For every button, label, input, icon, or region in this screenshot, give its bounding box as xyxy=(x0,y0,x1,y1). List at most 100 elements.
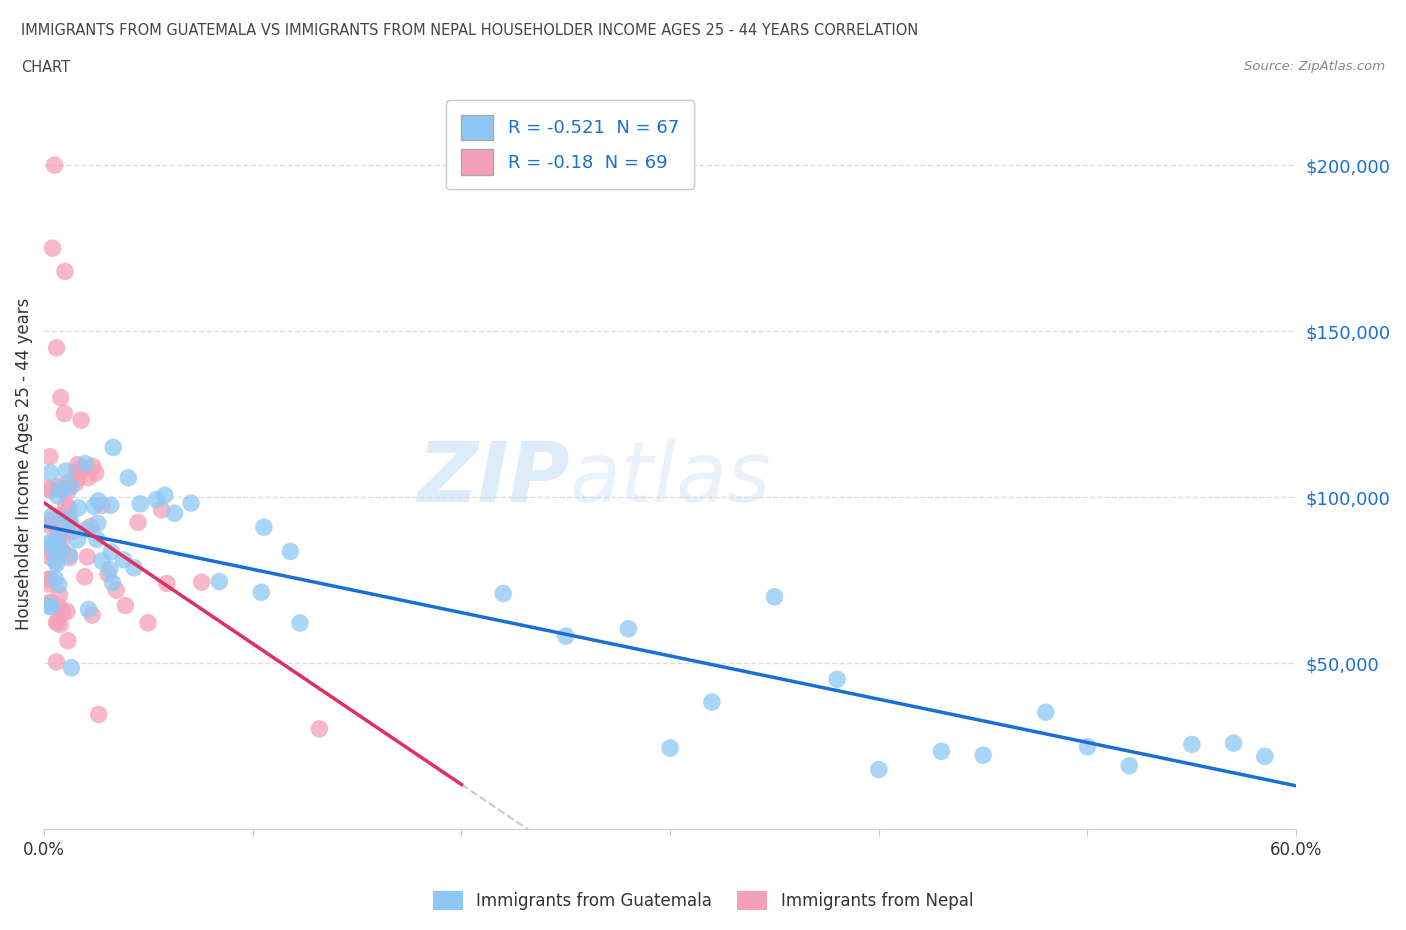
Point xyxy=(58,551,80,565)
Point xyxy=(49,545,72,560)
Point xyxy=(87,494,110,509)
Point xyxy=(67,471,90,485)
Point xyxy=(72,461,94,476)
Point xyxy=(39,483,62,498)
Point xyxy=(48,529,70,544)
Point xyxy=(288,616,311,631)
Point xyxy=(114,598,136,613)
Point xyxy=(37,518,59,533)
Point xyxy=(56,485,79,499)
Point xyxy=(65,475,87,490)
Point xyxy=(38,449,60,464)
Point xyxy=(48,600,70,615)
Point xyxy=(37,577,59,591)
Point xyxy=(52,520,75,535)
Point xyxy=(659,740,682,755)
Point xyxy=(39,599,62,614)
Point xyxy=(127,515,149,530)
Point xyxy=(145,492,167,507)
Point xyxy=(1035,705,1057,720)
Point xyxy=(45,519,67,534)
Point xyxy=(51,533,73,548)
Point xyxy=(39,595,62,610)
Text: ZIP: ZIP xyxy=(418,438,569,519)
Point xyxy=(48,588,70,603)
Point xyxy=(77,470,100,485)
Point xyxy=(49,525,72,540)
Point xyxy=(58,511,80,525)
Point xyxy=(49,508,72,523)
Point xyxy=(117,471,139,485)
Point xyxy=(250,585,273,600)
Point xyxy=(41,509,63,524)
Point xyxy=(66,466,89,481)
Point xyxy=(163,506,186,521)
Text: Source: ZipAtlas.com: Source: ZipAtlas.com xyxy=(1244,60,1385,73)
Point xyxy=(190,575,212,590)
Point xyxy=(39,535,62,550)
Point xyxy=(58,475,80,490)
Point xyxy=(59,515,82,530)
Point xyxy=(972,748,994,763)
Point xyxy=(136,616,159,631)
Point xyxy=(79,519,101,534)
Point xyxy=(56,604,79,618)
Point xyxy=(49,618,72,632)
Point xyxy=(44,158,66,173)
Point xyxy=(39,465,62,480)
Point xyxy=(58,512,80,526)
Point xyxy=(49,481,72,496)
Point xyxy=(42,540,65,555)
Point xyxy=(87,516,110,531)
Text: atlas: atlas xyxy=(569,438,772,519)
Point xyxy=(44,553,66,568)
Point xyxy=(112,552,135,567)
Point xyxy=(70,413,93,428)
Point xyxy=(39,599,62,614)
Point xyxy=(48,479,70,494)
Text: IMMIGRANTS FROM GUATEMALA VS IMMIGRANTS FROM NEPAL HOUSEHOLDER INCOME AGES 25 - : IMMIGRANTS FROM GUATEMALA VS IMMIGRANTS … xyxy=(21,23,918,38)
Point xyxy=(53,406,76,421)
Point xyxy=(700,695,723,710)
Point xyxy=(73,569,96,584)
Point xyxy=(58,548,80,563)
Point xyxy=(58,501,80,516)
Point xyxy=(825,672,848,687)
Point xyxy=(45,655,67,670)
Point xyxy=(180,496,202,511)
Point xyxy=(253,520,276,535)
Point xyxy=(105,583,128,598)
Point xyxy=(53,264,76,279)
Point xyxy=(45,556,67,571)
Point xyxy=(55,497,77,512)
Point xyxy=(86,532,108,547)
Point xyxy=(156,576,179,591)
Point xyxy=(1181,737,1204,751)
Point xyxy=(87,707,110,722)
Point xyxy=(91,498,114,512)
Point xyxy=(77,602,100,617)
Y-axis label: Householder Income Ages 25 - 44 years: Householder Income Ages 25 - 44 years xyxy=(15,298,32,631)
Point xyxy=(1254,749,1277,764)
Point xyxy=(75,457,97,472)
Point xyxy=(39,572,62,587)
Point xyxy=(931,744,953,759)
Point xyxy=(1222,736,1244,751)
Point xyxy=(39,537,62,551)
Point xyxy=(66,463,89,478)
Point xyxy=(52,604,75,619)
Point xyxy=(67,500,90,515)
Point xyxy=(129,497,152,512)
Point xyxy=(868,763,890,777)
Point xyxy=(51,512,73,526)
Point xyxy=(98,562,121,577)
Point xyxy=(82,458,104,473)
Point xyxy=(45,615,67,630)
Point xyxy=(45,536,67,551)
Point xyxy=(100,498,122,512)
Text: CHART: CHART xyxy=(21,60,70,75)
Point xyxy=(492,586,515,601)
Point xyxy=(66,532,89,547)
Point xyxy=(66,458,89,472)
Point xyxy=(37,549,59,564)
